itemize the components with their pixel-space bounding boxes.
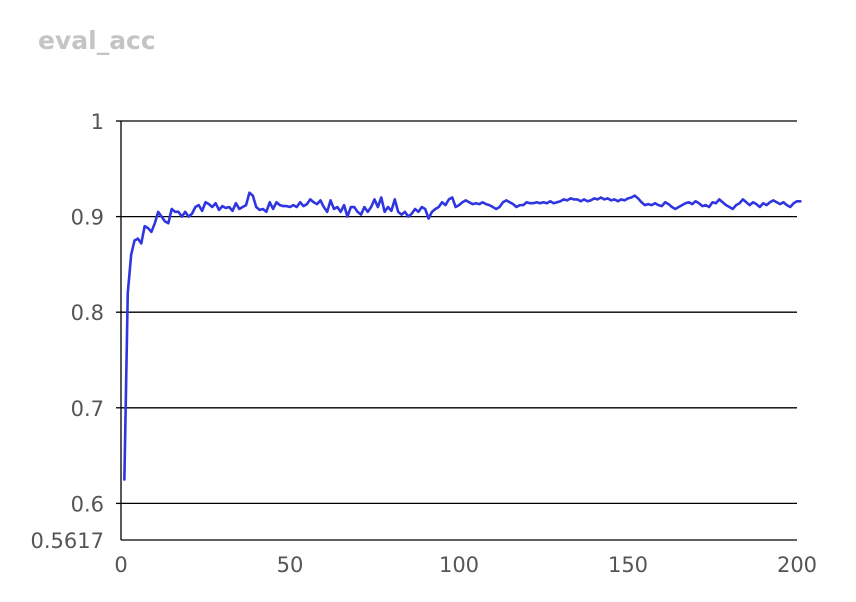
y-tick-label: 0.9 [71, 206, 104, 230]
axes [116, 120, 797, 541]
y-tick-label: 1 [91, 110, 104, 134]
y-axis-ticks: 0.5617 0.6 0.7 0.8 0.9 1 [31, 110, 104, 553]
x-tick-label: 200 [777, 553, 817, 577]
x-tick-label: 150 [608, 553, 648, 577]
y-tick-label: 0.5617 [31, 529, 104, 553]
plot-area [123, 191, 802, 481]
x-tick-label: 50 [277, 553, 304, 577]
series-line [123, 191, 802, 481]
x-axis-ticks: 0 50 100 150 200 [114, 553, 817, 577]
y-tick-label: 0.7 [71, 397, 104, 421]
gridlines [121, 120, 797, 505]
x-tick-label: 0 [114, 553, 127, 577]
x-tick-label: 100 [439, 553, 479, 577]
y-tick-label: 0.6 [71, 492, 104, 516]
y-tick-label: 0.8 [71, 301, 104, 325]
chart-title: eval_acc [38, 26, 156, 55]
